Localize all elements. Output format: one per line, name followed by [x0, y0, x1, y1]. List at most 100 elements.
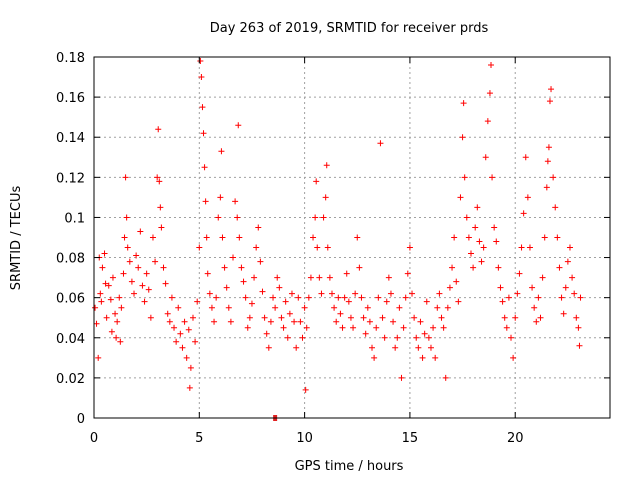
data-point [189, 314, 196, 321]
data-point [139, 282, 146, 289]
y-tick-label: 0.16 [56, 91, 85, 106]
data-point [423, 298, 430, 305]
data-point [335, 294, 342, 301]
y-tick-label: 0.14 [56, 131, 85, 146]
data-point [235, 122, 242, 129]
data-point [328, 290, 335, 297]
data-point [208, 304, 215, 311]
data-point [179, 344, 186, 351]
data-point [234, 214, 241, 221]
data-point [392, 344, 399, 351]
data-point [133, 252, 140, 259]
data-point [465, 234, 472, 241]
data-point [350, 324, 357, 331]
data-point [305, 294, 312, 301]
data-point [419, 354, 426, 361]
data-point [347, 314, 354, 321]
x-tick-label: 20 [507, 431, 524, 446]
data-point [299, 334, 306, 341]
data-point [318, 290, 325, 297]
data-point [270, 294, 277, 301]
data-point [147, 314, 154, 321]
data-point [202, 198, 209, 205]
chart-title: Day 263 of 2019, SRMTID for receiver prd… [210, 21, 489, 36]
x-tick-label: 5 [195, 431, 203, 446]
data-point [206, 290, 213, 297]
data-point [95, 354, 102, 361]
data-point [141, 298, 148, 305]
plot-frame [93, 56, 611, 419]
data-point [503, 324, 510, 331]
data-point [554, 234, 561, 241]
data-point [320, 214, 327, 221]
data-point [387, 290, 394, 297]
data-point [533, 318, 540, 325]
data-point [131, 290, 138, 297]
data-point [114, 318, 121, 325]
data-point [301, 304, 308, 311]
data-point [564, 258, 571, 265]
data-point [546, 98, 553, 105]
data-point [302, 386, 309, 393]
data-point [297, 318, 304, 325]
x-tick-label: 0 [90, 431, 98, 446]
data-point [396, 304, 403, 311]
data-point [556, 264, 563, 271]
data-point [459, 134, 466, 141]
data-point [225, 304, 232, 311]
data-point [505, 294, 512, 301]
data-point [379, 314, 386, 321]
y-tick-label: 0 [77, 412, 85, 427]
data-point [472, 224, 479, 231]
data-point [232, 198, 239, 205]
data-point [113, 334, 120, 341]
data-point [122, 174, 129, 181]
data-point [455, 298, 462, 305]
data-point [486, 90, 493, 97]
data-point [451, 234, 458, 241]
data-point [120, 270, 127, 277]
data-point [438, 314, 445, 321]
data-point [501, 314, 508, 321]
data-point [108, 328, 115, 335]
data-point [263, 330, 270, 337]
data-point [217, 194, 224, 201]
data-point [155, 126, 162, 133]
data-point [295, 294, 302, 301]
data-point [489, 174, 496, 181]
data-point [417, 318, 424, 325]
data-point [404, 270, 411, 277]
data-point [196, 244, 203, 251]
data-point [535, 294, 542, 301]
data-point [116, 294, 123, 301]
data-point [562, 284, 569, 291]
data-point [101, 250, 108, 257]
data-point [413, 334, 420, 341]
y-tick-label: 0.1 [64, 211, 85, 226]
data-point [154, 174, 161, 181]
data-point [444, 304, 451, 311]
data-point [552, 204, 559, 211]
y-tick-label: 0.18 [56, 51, 85, 66]
data-point [436, 290, 443, 297]
data-point [257, 258, 264, 265]
data-point [442, 374, 449, 381]
grid-lines [94, 57, 610, 418]
data-point [356, 264, 363, 271]
data-point [112, 310, 119, 317]
data-point [375, 294, 382, 301]
data-points [92, 58, 584, 393]
data-point [345, 298, 352, 305]
data-point [204, 270, 211, 277]
data-point [197, 58, 204, 65]
data-point [508, 334, 515, 341]
data-point [354, 234, 361, 241]
data-point [545, 144, 552, 151]
y-tick-label: 0.08 [56, 252, 85, 267]
data-point [352, 290, 359, 297]
data-point [358, 294, 365, 301]
data-point [312, 214, 319, 221]
data-point [440, 324, 447, 331]
data-point [213, 294, 220, 301]
